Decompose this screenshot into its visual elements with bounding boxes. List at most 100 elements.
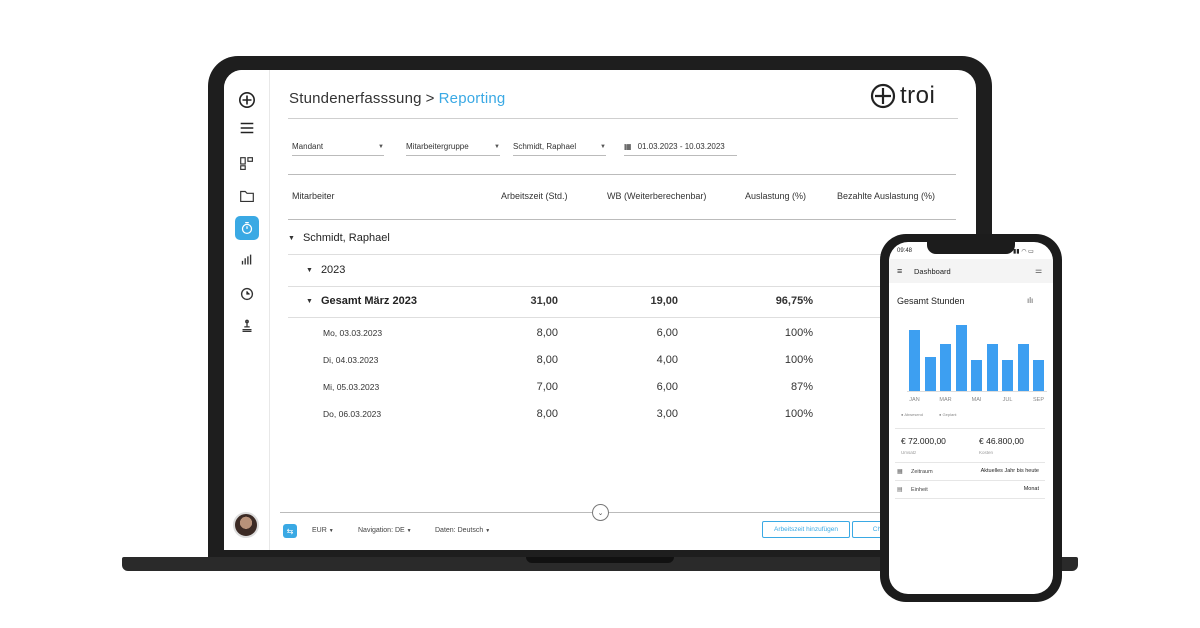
chart-bar	[955, 324, 967, 391]
calendar-icon: ▦	[624, 142, 632, 151]
chevron-down-icon: ▼	[485, 528, 491, 534]
legend-item: ● Abwesend	[901, 412, 923, 417]
add-time-button[interactable]: Arbeitszeit hinzufügen	[762, 521, 850, 538]
costs-amount: € 46.800,00	[979, 436, 1024, 446]
table-row-wb: 6,00	[656, 327, 678, 339]
month-auslastung: 96,75%	[775, 295, 813, 307]
month-group-row[interactable]: ▼ Gesamt März 2023	[306, 295, 417, 307]
mandant-select-label: Mandant	[292, 142, 324, 151]
table-row-auslastung: 100%	[784, 327, 813, 339]
chart-x-label: SEP	[1032, 397, 1044, 403]
sidebar	[224, 70, 270, 550]
dashboard-icon[interactable]	[235, 152, 259, 176]
employee-select[interactable]: Schmidt, Raphael ▼	[513, 138, 606, 156]
table-row-arbeitszeit: 7,00	[536, 381, 558, 393]
stopwatch-icon[interactable]	[235, 216, 259, 240]
month-arbeitszeit: 31,00	[530, 295, 558, 307]
month-group-label: Gesamt März 2023	[320, 295, 417, 307]
th-bezahlte-auslastung[interactable]: Bezahlte Auslastung (%)	[837, 191, 936, 201]
legend-label: Geplant	[942, 412, 957, 417]
setting-label: Zeitraum	[911, 469, 933, 475]
stamp-icon[interactable]	[235, 314, 259, 338]
phone-screen: 09:48 ▮▮ ◠ ▭ ≡ Dashboard ⚌ Gesamt Stunde…	[889, 242, 1053, 594]
navigation-language-select[interactable]: Navigation: DE ▼	[358, 527, 412, 534]
clock-icon[interactable]	[235, 282, 259, 306]
header-divider	[288, 118, 958, 119]
navigation-language-value: Navigation: DE	[358, 527, 405, 534]
table-row-day: Di, 04.03.2023	[323, 355, 379, 365]
table-header-divider	[288, 219, 956, 220]
calendar-icon: ▦	[897, 469, 903, 475]
collapse-toggle-chevron-icon[interactable]: ⌄	[592, 504, 609, 521]
phone-title: Dashboard	[914, 267, 951, 276]
chevron-down-icon: ▼	[494, 143, 500, 150]
divider	[895, 428, 1045, 429]
legend-label: Abwesend	[904, 412, 923, 417]
table-row-arbeitszeit: 8,00	[536, 327, 558, 339]
chart-bar	[909, 330, 920, 391]
row-divider	[288, 286, 956, 287]
table-row-arbeitszeit: 8,00	[536, 354, 558, 366]
legend-item: ● Geplant	[939, 412, 957, 417]
laptop-notch	[526, 557, 674, 563]
hamburger-menu-icon[interactable]: ≡	[897, 266, 903, 276]
divider	[895, 498, 1045, 499]
employee-group-label: Schmidt, Raphael	[302, 232, 390, 244]
th-auslastung[interactable]: Auslastung (%)	[745, 191, 807, 201]
table-top-border	[288, 174, 956, 175]
divider	[895, 480, 1045, 481]
year-group-row[interactable]: ▼ 2023	[306, 264, 345, 276]
table-row-arbeitszeit: 8,00	[536, 408, 558, 420]
caret-down-icon: ▼	[306, 297, 313, 305]
row-divider	[288, 254, 956, 255]
currency-value: EUR	[312, 527, 327, 534]
date-range-picker[interactable]: ▦ 01.03.2023 - 10.03.2023	[624, 138, 737, 156]
chart-bar	[1002, 359, 1013, 391]
unit-icon: ▤	[897, 487, 903, 493]
logo-plus-icon[interactable]	[235, 88, 259, 112]
data-language-select[interactable]: Daten: Deutsch ▼	[435, 527, 490, 534]
breadcrumb-section[interactable]: Stundenerfasssung	[289, 90, 422, 107]
employee-group-row[interactable]: ▼ Schmidt, Raphael	[288, 232, 390, 244]
chart-bar	[924, 357, 936, 391]
table-row-day: Mo, 03.03.2023	[323, 328, 383, 338]
divider	[895, 462, 1045, 463]
mitarbeitergruppe-select[interactable]: Mitarbeitergruppe ▼	[406, 138, 500, 156]
status-icons: ▮▮ ◠ ▭	[1013, 249, 1034, 255]
table-row-day: Do, 06.03.2023	[323, 409, 382, 419]
th-wb[interactable]: WB (Weiterberechenbar)	[607, 191, 707, 201]
th-arbeitszeit[interactable]: Arbeitszeit (Std.)	[501, 191, 568, 201]
bar-chart-icon[interactable]	[235, 248, 259, 272]
breadcrumb-current: Reporting	[438, 90, 506, 107]
revenue-amount: € 72.000,00	[901, 436, 946, 446]
chart-bar	[940, 344, 951, 391]
filter-settings-icon[interactable]: ⚌	[1035, 266, 1043, 275]
chart-title: Gesamt Stunden	[897, 296, 965, 306]
status-time: 09:48	[897, 248, 913, 254]
phone-notch	[927, 242, 1015, 254]
table-row-wb: 3,00	[656, 408, 678, 420]
setting-value[interactable]: Monat	[1023, 486, 1039, 492]
th-mitarbeiter[interactable]: Mitarbeiter	[292, 191, 335, 201]
chart-bar	[971, 359, 982, 391]
mitarbeitergruppe-select-label: Mitarbeitergruppe	[406, 142, 469, 151]
month-wb: 19,00	[650, 295, 678, 307]
folder-icon[interactable]	[235, 184, 259, 208]
hamburger-menu-icon[interactable]	[235, 116, 259, 140]
settings-sliders-icon[interactable]: ⇆	[283, 524, 297, 538]
row-divider	[288, 317, 956, 318]
chart-type-icon[interactable]: ılı	[1027, 296, 1034, 305]
setting-label: Einheit	[911, 487, 928, 493]
phone-header	[889, 259, 1053, 283]
table-row-wb: 4,00	[656, 354, 678, 366]
table-row-day: Mi, 05.03.2023	[323, 382, 380, 392]
chart-bar	[1017, 344, 1029, 391]
setting-value[interactable]: Aktuelles Jahr bis heute	[980, 468, 1039, 474]
chart-x-label: MAR	[939, 397, 952, 403]
avatar[interactable]	[233, 512, 259, 538]
mandant-select[interactable]: Mandant ▼	[292, 138, 384, 156]
laptop-screen: Stundenerfasssung > Reporting troi Mandant…	[224, 70, 976, 550]
currency-select[interactable]: EUR ▼	[312, 527, 334, 534]
breadcrumb: Stundenerfasssung > Reporting	[289, 90, 505, 107]
employee-select-value: Schmidt, Raphael	[513, 142, 577, 151]
